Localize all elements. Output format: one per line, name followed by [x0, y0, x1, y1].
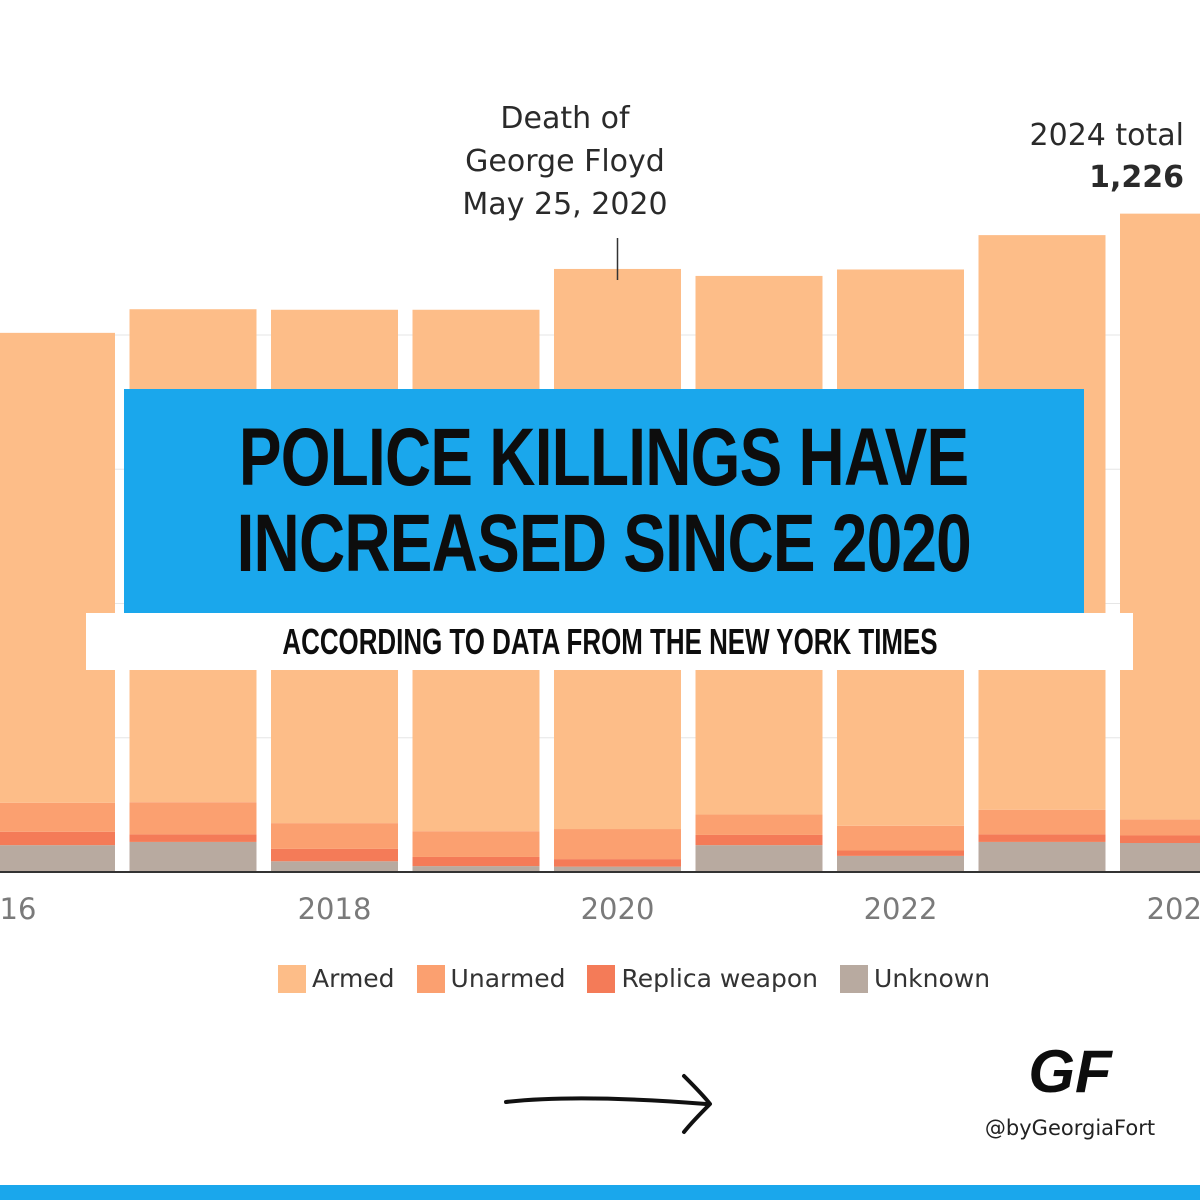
bar-2022-unarmed: [837, 825, 964, 851]
bar-2018-replica-weapon: [271, 848, 398, 862]
x-tick-label-2022: 2022: [864, 892, 938, 926]
headline-line-1: POLICE KILLINGS HAVE: [239, 412, 969, 503]
legend-label-replica: Replica weapon: [621, 964, 819, 993]
chart-legend: Armed Unarmed Replica weapon Unknown: [278, 964, 990, 993]
brand-logo: GF: [1028, 1038, 1112, 1105]
bar-2016-unarmed: [0, 802, 115, 832]
bar-2021-unknown: [695, 845, 823, 872]
annotation-line-3: May 25, 2020: [462, 187, 668, 222]
legend-swatch-unarmed: [416, 964, 445, 993]
total-value: 1,226: [1089, 160, 1184, 195]
bar-2017-unarmed: [129, 802, 257, 835]
bar-2024-armed: [1120, 213, 1200, 820]
legend-label-unarmed: Unarmed: [450, 964, 566, 993]
brand-block: GF @byGeorgiaFort: [970, 1038, 1170, 1141]
x-tick-label-16: 16: [0, 892, 36, 926]
annotation-line-2: George Floyd: [465, 144, 665, 179]
legend-item-unarmed: Unarmed: [416, 964, 566, 993]
george-floyd-annotation: Death of George Floyd May 25, 2020: [445, 97, 685, 226]
brand-handle: @byGeorgiaFort: [984, 1116, 1156, 1140]
bar-2022-unknown: [837, 855, 964, 872]
legend-label-armed: Armed: [312, 964, 395, 993]
bar-2019-replica-weapon: [412, 856, 540, 867]
x-tick-label-2024: 2024: [1147, 892, 1200, 926]
x-tick-label-2018: 2018: [298, 892, 372, 926]
headline-line-2: INCREASED SINCE 2020: [236, 498, 972, 589]
x-tick-label-2020: 2020: [581, 892, 655, 926]
bar-2018-unarmed: [271, 823, 398, 849]
legend-swatch-replica: [587, 964, 616, 993]
bar-2020-replica-weapon: [554, 859, 681, 867]
bar-2023-replica-weapon: [978, 834, 1106, 842]
bar-2022-replica-weapon: [837, 850, 964, 856]
subheadline-text: ACCORDING TO DATA FROM THE NEW YORK TIME…: [281, 620, 938, 662]
legend-item-unknown: Unknown: [840, 964, 990, 993]
legend-label-unknown: Unknown: [874, 964, 991, 993]
bar-2016-armed: [0, 332, 115, 803]
headline-banner: POLICE KILLINGS HAVE INCREASED SINCE 202…: [124, 389, 1084, 613]
bar-2021-unarmed: [695, 814, 823, 835]
annotation-line-1: Death of: [500, 101, 630, 136]
swipe-arrow-icon: [504, 1074, 712, 1134]
legend-swatch-unknown: [840, 964, 869, 993]
bar-2024-replica-weapon: [1120, 835, 1200, 844]
bar-2017-replica-weapon: [129, 834, 257, 842]
bar-2024-unarmed: [1120, 819, 1200, 836]
bar-2016-unknown: [0, 845, 115, 872]
bar-2021-replica-weapon: [695, 834, 823, 846]
legend-item-armed: Armed: [278, 964, 395, 993]
bar-2016-replica-weapon: [0, 831, 115, 846]
bar-2017-unknown: [129, 841, 257, 872]
bar-2024-unknown: [1120, 843, 1200, 872]
bar-2018-unknown: [271, 861, 398, 872]
total-2024-annotation: 2024 total 1,226: [1030, 114, 1184, 198]
total-label: 2024 total: [1029, 118, 1184, 153]
legend-item-replica: Replica weapon: [587, 964, 818, 993]
legend-swatch-armed: [278, 964, 306, 993]
subheadline-banner: ACCORDING TO DATA FROM THE NEW YORK TIME…: [86, 613, 1133, 670]
bar-2020-unarmed: [554, 829, 681, 860]
bar-2023-unknown: [978, 841, 1106, 872]
bottom-accent-bar: [0, 1185, 1200, 1200]
bar-2023-unarmed: [978, 809, 1106, 835]
bar-2020-unknown: [554, 866, 681, 872]
bar-2019-unknown: [412, 866, 540, 872]
bar-2019-unarmed: [412, 831, 540, 857]
